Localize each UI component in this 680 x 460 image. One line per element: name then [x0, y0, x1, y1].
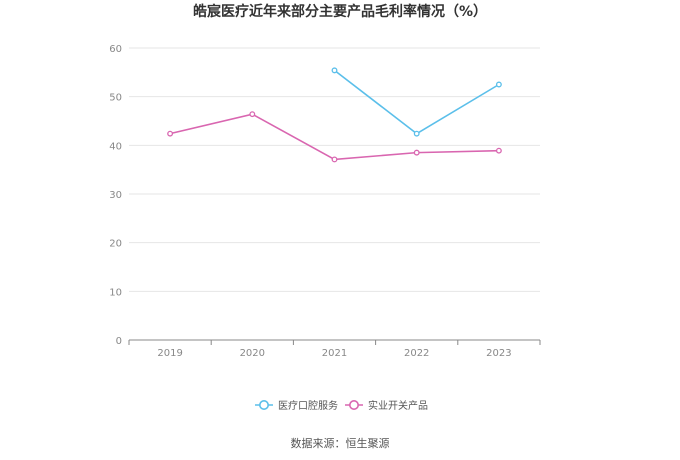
- data-point: [249, 111, 256, 118]
- legend-label: 实业开关产品: [368, 399, 428, 412]
- series-line: [334, 69, 500, 135]
- legend-label: 医疗口腔服务: [278, 399, 338, 412]
- data-point: [331, 67, 338, 74]
- data-point: [413, 130, 420, 137]
- x-tick-label: 2020: [240, 348, 265, 359]
- x-tick-label: 2023: [486, 348, 511, 359]
- data-point: [331, 156, 338, 163]
- data-point: [413, 149, 420, 156]
- series-line: [169, 113, 499, 161]
- y-tick-label: 30: [109, 190, 122, 201]
- y-axis-ticks: 0 10 20 30 40 50 60: [109, 44, 122, 347]
- y-tick-label: 50: [109, 93, 122, 104]
- gridlines: [129, 47, 540, 292]
- data-source: 数据来源：恒生聚源: [291, 436, 390, 450]
- series-layer: [167, 67, 502, 163]
- legend: 医疗口腔服务 实业开关产品: [255, 399, 428, 412]
- x-tick-label: 2019: [157, 348, 182, 359]
- x-tick-label: 2022: [404, 348, 429, 359]
- legend-marker: [348, 399, 359, 410]
- data-point: [495, 81, 502, 88]
- y-tick-label: 0: [116, 336, 122, 347]
- y-tick-label: 20: [109, 239, 122, 250]
- x-axis-ticks: 2019 2020 2021 2022 2023: [157, 348, 511, 359]
- y-tick-label: 10: [109, 287, 122, 298]
- legend-item[interactable]: 医疗口腔服务: [255, 399, 338, 412]
- legend-marker: [258, 399, 269, 410]
- axes: [128, 339, 541, 345]
- x-tick-label: 2021: [322, 348, 347, 359]
- series-0: [331, 67, 502, 137]
- y-tick-label: 60: [109, 44, 122, 55]
- data-point: [495, 147, 502, 154]
- data-point: [167, 130, 174, 137]
- y-tick-label: 40: [109, 141, 122, 152]
- legend-item[interactable]: 实业开关产品: [345, 399, 428, 412]
- series-1: [167, 111, 502, 163]
- chart-title: 皓宸医疗近年来部分主要产品毛利率情况（%）: [193, 3, 487, 20]
